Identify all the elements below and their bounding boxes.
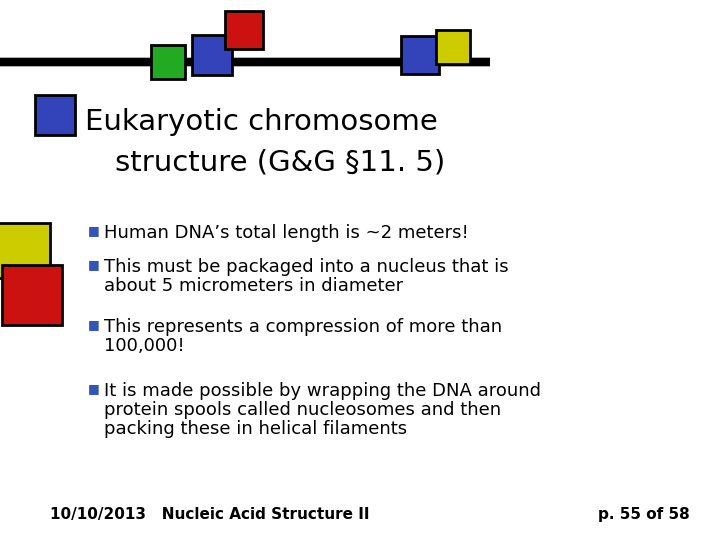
Text: p. 55 of 58: p. 55 of 58	[598, 507, 690, 522]
Bar	[225, 11, 263, 49]
Text: ■: ■	[88, 318, 100, 331]
Text: packing these in helical filaments: packing these in helical filaments	[104, 420, 407, 438]
Bar	[436, 30, 470, 64]
Text: This represents a compression of more than: This represents a compression of more th…	[104, 318, 502, 336]
Text: 10/10/2013   Nucleic Acid Structure II: 10/10/2013 Nucleic Acid Structure II	[50, 507, 369, 522]
Bar	[401, 36, 439, 74]
Text: It is made possible by wrapping the DNA around: It is made possible by wrapping the DNA …	[104, 382, 541, 400]
Text: Eukaryotic chromosome: Eukaryotic chromosome	[85, 108, 438, 136]
Text: about 5 micrometers in diameter: about 5 micrometers in diameter	[104, 277, 403, 295]
Text: ■: ■	[88, 224, 100, 237]
Bar	[0, 222, 50, 278]
Bar	[2, 265, 62, 325]
Text: protein spools called nucleosomes and then: protein spools called nucleosomes and th…	[104, 401, 501, 419]
Text: This must be packaged into a nucleus that is: This must be packaged into a nucleus tha…	[104, 258, 508, 276]
Text: ■: ■	[88, 258, 100, 271]
Text: structure (G&G §11. 5): structure (G&G §11. 5)	[115, 148, 445, 176]
Text: Human DNA’s total length is ~2 meters!: Human DNA’s total length is ~2 meters!	[104, 224, 469, 242]
Bar	[192, 35, 232, 75]
Bar	[35, 95, 75, 135]
Text: ■: ■	[88, 382, 100, 395]
Text: 100,000!: 100,000!	[104, 337, 184, 355]
Bar	[151, 45, 185, 79]
